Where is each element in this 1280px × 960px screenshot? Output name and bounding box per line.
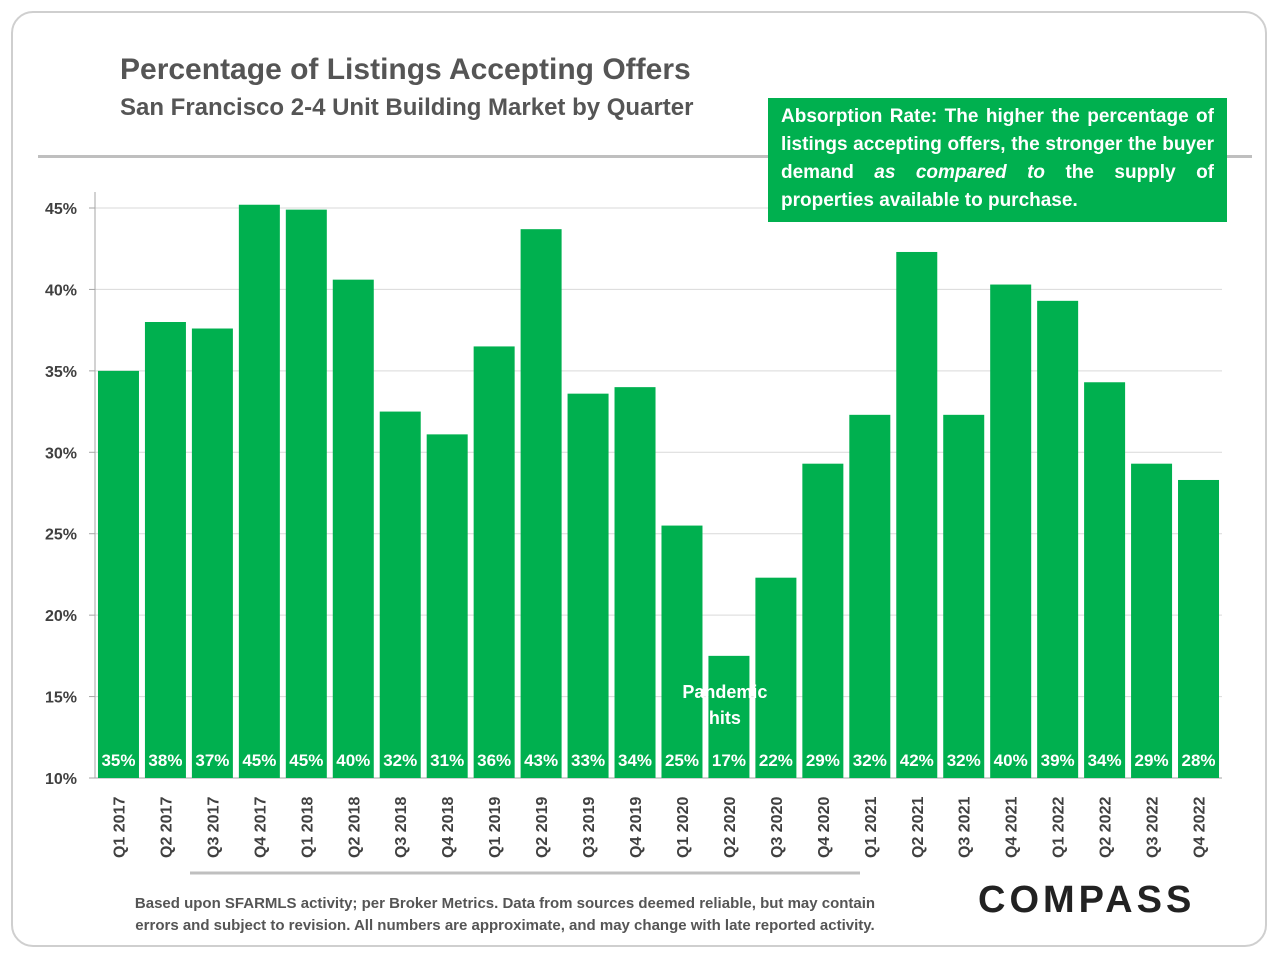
x-tick-label: Q2 2020 <box>722 797 739 858</box>
bar-q3-2019 <box>567 393 609 778</box>
x-tick-label: Q4 2020 <box>816 797 833 858</box>
footnote-line-1: Based upon SFARMLS activity; per Broker … <box>134 895 876 912</box>
note-emphasis: as compared to <box>874 162 1046 183</box>
x-tick-label: Q1 2018 <box>299 797 316 858</box>
bar-q2-2017 <box>144 322 186 778</box>
data-label: 40% <box>994 751 1028 770</box>
bar-q1-2019 <box>473 346 515 778</box>
x-tick-label: Q1 2019 <box>487 797 504 858</box>
compass-logo: COMPASS <box>978 879 1196 921</box>
y-tick-label: 35% <box>45 364 77 381</box>
data-label: 22% <box>759 751 793 770</box>
x-tick-label: Q1 2020 <box>675 797 692 858</box>
bar-q3-2017 <box>191 328 233 778</box>
data-label: 32% <box>383 751 417 770</box>
data-label: 34% <box>1088 751 1122 770</box>
bar-q2-2018 <box>332 279 374 778</box>
bar-q4-2018 <box>426 434 468 778</box>
y-tick-label: 15% <box>45 690 77 707</box>
y-tick-label: 20% <box>45 608 77 625</box>
x-tick-label: Q4 2019 <box>628 797 645 858</box>
x-tick-label: Q4 2022 <box>1192 797 1209 858</box>
data-label: 28% <box>1182 751 1216 770</box>
y-tick-label: 30% <box>45 445 77 462</box>
header-divider <box>38 155 1252 158</box>
data-label: 42% <box>900 751 934 770</box>
data-label: 36% <box>477 751 511 770</box>
source-footnote: Based upon SFARMLS activity; per Broker … <box>90 893 920 937</box>
bar-q3-2018 <box>379 411 421 778</box>
bar-q3-2022 <box>1131 463 1173 778</box>
x-tick-label: Q3 2018 <box>393 797 410 858</box>
bar-q4-2022 <box>1178 479 1220 778</box>
pandemic-annotation-line-2: hits <box>709 708 741 728</box>
note-text-part2: the supply of properties available to pu… <box>781 162 1214 211</box>
x-tick-label: Q1 2021 <box>863 797 880 858</box>
x-tick-label: Q3 2021 <box>957 797 974 858</box>
x-tick-label: Q4 2017 <box>252 797 269 858</box>
y-tick-label: 45% <box>45 201 77 218</box>
data-label: 33% <box>571 751 605 770</box>
bar-q2-2020 <box>708 655 750 778</box>
absorption-rate-note: Absorption Rate: The higher the percenta… <box>768 98 1227 222</box>
data-label: 45% <box>242 751 276 770</box>
data-label: 29% <box>1135 751 1169 770</box>
data-label: 39% <box>1041 751 1075 770</box>
y-tick-label: 25% <box>45 527 77 544</box>
x-tick-label: Q1 2022 <box>1051 797 1068 858</box>
bar-q4-2020 <box>802 463 844 778</box>
data-label: 45% <box>289 751 323 770</box>
x-tick-label: Q3 2017 <box>205 797 222 858</box>
data-label: 17% <box>712 751 746 770</box>
bar-q2-2021 <box>896 251 938 778</box>
data-label: 32% <box>947 751 981 770</box>
x-tick-label: Q2 2022 <box>1098 797 1115 858</box>
bar-q1-2022 <box>1037 300 1079 778</box>
bar-q1-2020 <box>661 525 703 778</box>
bar-q4-2019 <box>614 387 656 778</box>
data-label: 43% <box>524 751 558 770</box>
bar-q4-2021 <box>990 284 1032 778</box>
y-tick-label: 40% <box>45 282 77 299</box>
bar-q1-2021 <box>849 414 891 778</box>
x-tick-label: Q3 2020 <box>769 797 786 858</box>
data-label: 37% <box>195 751 229 770</box>
x-tick-label: Q2 2017 <box>158 797 175 858</box>
x-tick-label: Q4 2021 <box>1004 797 1021 858</box>
chart-subtitle: San Francisco 2-4 Unit Building Market b… <box>120 94 694 121</box>
bar-q2-2022 <box>1084 382 1126 778</box>
x-tick-label: Q2 2018 <box>346 797 363 858</box>
x-tick-label: Q3 2019 <box>581 797 598 858</box>
bar-q1-2018 <box>285 209 327 779</box>
data-label: 35% <box>101 751 135 770</box>
bar-q1-2017 <box>97 370 139 778</box>
footnote-line-2: errors and subject to revision. All numb… <box>135 917 875 934</box>
x-tick-label: Q2 2019 <box>534 797 551 858</box>
x-tick-label: Q1 2017 <box>111 797 128 858</box>
bar-q2-2019 <box>520 229 562 778</box>
bar-q3-2021 <box>943 414 985 778</box>
data-label: 38% <box>148 751 182 770</box>
y-tick-label: 10% <box>45 771 77 788</box>
x-tick-label: Q4 2018 <box>440 797 457 858</box>
data-label: 25% <box>665 751 699 770</box>
data-label: 29% <box>806 751 840 770</box>
data-label: 40% <box>336 751 370 770</box>
note-text-part1: Absorption Rate: The higher the percenta… <box>781 106 1214 183</box>
x-tick-label: Q2 2021 <box>910 797 927 858</box>
bar-q3-2020 <box>755 577 797 778</box>
data-label: 34% <box>618 751 652 770</box>
pandemic-annotation-line-1: Pandemic <box>682 682 767 702</box>
bar-q4-2017 <box>238 204 280 778</box>
x-tick-label: Q3 2022 <box>1145 797 1162 858</box>
chart-title: Percentage of Listings Accepting Offers <box>120 53 691 86</box>
data-label: 31% <box>430 751 464 770</box>
data-label: 32% <box>853 751 887 770</box>
